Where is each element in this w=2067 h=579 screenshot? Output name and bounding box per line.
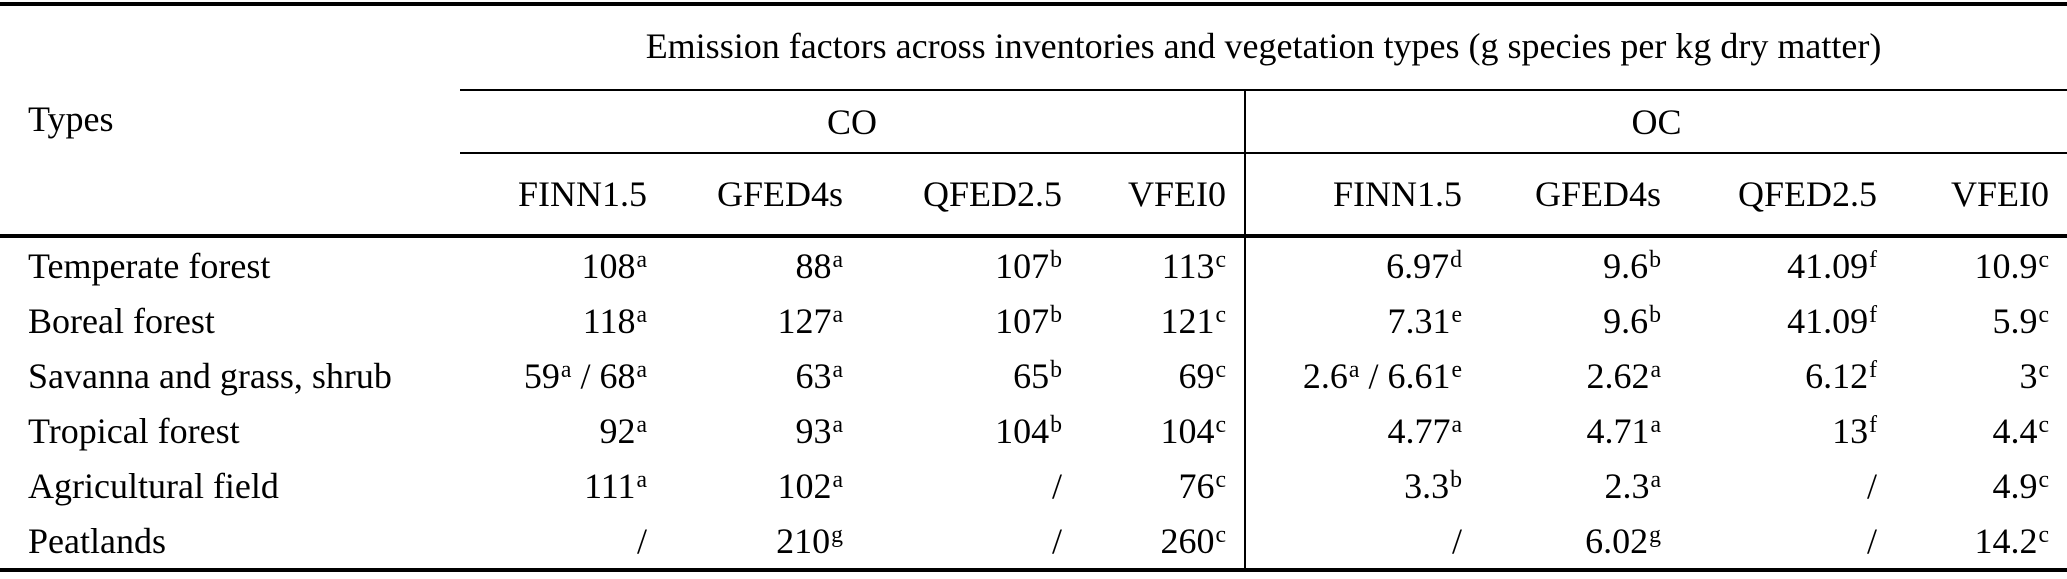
col-header-co-vfei: VFEI0 bbox=[1080, 153, 1245, 238]
group-label-co: CO bbox=[460, 90, 1245, 154]
value-cell: / bbox=[1866, 465, 1877, 506]
value-cell: 6.97d bbox=[1244, 236, 1480, 293]
value-cell: 92a bbox=[599, 410, 647, 451]
table-row: Agricultural field 111a 102a / 76c 3.3b 2.3a / 4… bbox=[0, 458, 2067, 513]
table-row: Boreal forest 118a 127a 107b 121c 7.31e 9.6b 41… bbox=[0, 293, 2067, 348]
col-header-oc-finn: FINN1.5 bbox=[1244, 153, 1480, 238]
value-cell: 113c bbox=[1161, 245, 1226, 286]
value-cell: 102a bbox=[777, 465, 843, 506]
col-header-co-qfed: QFED2.5 bbox=[861, 153, 1080, 238]
column-header-row: FINN1.5 GFED4s QFED2.5 VFEI0 FINN1.5 GFE… bbox=[0, 153, 2067, 238]
group-header-row: CO OC bbox=[0, 90, 2067, 154]
value-cell: 2.3a bbox=[1604, 465, 1661, 506]
value-cell: 93a bbox=[795, 410, 843, 451]
col-header-co-finn: FINN1.5 bbox=[460, 153, 665, 238]
value-cell: 88a bbox=[795, 245, 843, 286]
group-label-oc: OC bbox=[1243, 90, 2067, 154]
value-cell: 210g bbox=[665, 513, 861, 572]
value-cell: 13f bbox=[1832, 410, 1877, 451]
value-cell: 63a bbox=[795, 355, 843, 396]
table-row: Peatlands/210g/260c/6.02g/14.2c bbox=[0, 513, 2067, 572]
value-cell: 7.31e bbox=[1244, 293, 1480, 348]
value-cell: 6.02g bbox=[1480, 513, 1679, 572]
value-cell: 14.2c bbox=[1895, 513, 2067, 572]
value-cell: 127a bbox=[777, 300, 843, 341]
value-cell: 107b bbox=[995, 245, 1062, 286]
value-cell: 65b bbox=[1013, 355, 1062, 396]
table-row: Tropical forest 92a 93a 104b 104c 4.77a 4.71a 1… bbox=[0, 403, 2067, 458]
value-cell: 76c bbox=[1178, 465, 1226, 506]
value-cell: 9.6b bbox=[1603, 300, 1661, 341]
table-row: Temperate forest 108a 88a 107b 113c 6.97d 9.6b… bbox=[0, 236, 2067, 293]
value-cell: 9.6b bbox=[1603, 245, 1661, 286]
value-cell: 69c bbox=[1178, 355, 1226, 396]
row-label: Tropical forest bbox=[28, 410, 240, 451]
value-cell: 121c bbox=[1160, 300, 1226, 341]
row-label: Temperate forest bbox=[28, 245, 271, 286]
row-header-label: Types bbox=[0, 4, 460, 238]
row-label: Agricultural field bbox=[28, 465, 279, 506]
row-label: Boreal forest bbox=[28, 300, 215, 341]
value-cell: 107b bbox=[995, 300, 1062, 341]
value-cell: 6.12f bbox=[1805, 355, 1877, 396]
value-cell: 108a bbox=[581, 245, 647, 286]
value-cell: / bbox=[861, 513, 1080, 572]
value-cell: / bbox=[1244, 513, 1480, 572]
value-cell: / bbox=[1679, 513, 1895, 572]
value-cell: 4.9c bbox=[1992, 465, 2050, 506]
value-cell: 10.9c bbox=[1974, 245, 2050, 286]
value-cell: / bbox=[460, 513, 665, 572]
col-header-oc-qfed: QFED2.5 bbox=[1679, 153, 1895, 238]
value-cell: 41.09f bbox=[1787, 245, 1877, 286]
value-cell: 41.09f bbox=[1787, 300, 1877, 341]
value-cell: / bbox=[1051, 465, 1062, 506]
value-cell: 4.71a bbox=[1586, 410, 1661, 451]
col-header-co-gfed: GFED4s bbox=[665, 153, 861, 238]
value-cell: 2.62a bbox=[1586, 355, 1661, 396]
value-cell: 104c bbox=[1160, 410, 1226, 451]
title-row: Types Emission factors across inventorie… bbox=[0, 4, 2067, 238]
value-cell: 2.6a / 6.61e bbox=[1244, 348, 1480, 403]
value-cell: 4.4c bbox=[1992, 410, 2050, 451]
table-body: Temperate forest 108a 88a 107b 113c 6.97d 9.6b… bbox=[0, 236, 2067, 572]
col-header-oc-vfei: VFEI0 bbox=[1895, 153, 2067, 238]
value-cell: 5.9c bbox=[1992, 300, 2050, 341]
table-title: Emission factors across inventories and … bbox=[460, 4, 2067, 91]
value-cell: 118a bbox=[582, 300, 647, 341]
value-cell: 260c bbox=[1080, 513, 1245, 572]
value-cell: 111a bbox=[584, 465, 647, 506]
row-label: Peatlands bbox=[0, 513, 460, 572]
value-cell: 104b bbox=[995, 410, 1062, 451]
col-header-oc-gfed: GFED4s bbox=[1480, 153, 1679, 238]
row-label: Savanna and grass, shrub bbox=[28, 355, 392, 396]
value-cell: 59a / 68a bbox=[523, 355, 647, 396]
table-row: Savanna and grass, shrub 59a / 68a 63a 65b 6… bbox=[0, 348, 2067, 403]
value-cell: 4.77a bbox=[1244, 403, 1480, 458]
value-cell: 3.3b bbox=[1244, 458, 1480, 513]
value-cell: 3c bbox=[2019, 355, 2050, 396]
